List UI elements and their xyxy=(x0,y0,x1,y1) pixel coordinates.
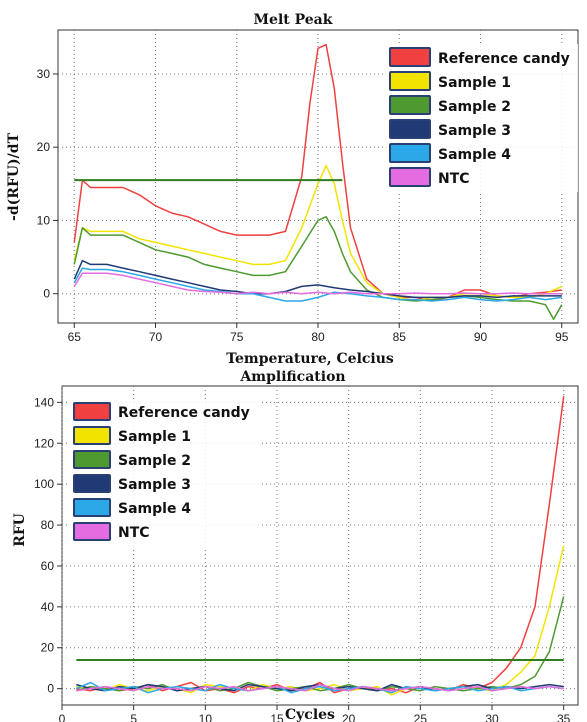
legend-item: Sample 3 xyxy=(389,119,511,139)
chart-title: Amplification xyxy=(239,369,345,385)
x-tick-label: 20 xyxy=(342,712,356,722)
legend-swatch xyxy=(73,474,111,493)
y-tick-label: 140 xyxy=(34,395,54,409)
x-tick-label: 0 xyxy=(59,712,66,722)
x-tick-label: 10 xyxy=(199,712,213,722)
legend-label: Sample 3 xyxy=(118,477,191,493)
y-tick-label: 40 xyxy=(41,600,55,614)
y-axis-label: RFU xyxy=(12,513,28,547)
legend-swatch xyxy=(73,426,111,445)
legend-item: Sample 1 xyxy=(389,71,511,91)
legend-item: Reference candy xyxy=(389,47,570,67)
y-tick-label: 10 xyxy=(37,213,51,227)
x-tick-label: 30 xyxy=(485,712,499,722)
series-line-sample-3 xyxy=(73,259,562,299)
legend-item: Sample 3 xyxy=(73,474,191,493)
legend-item: Sample 4 xyxy=(73,498,191,517)
series-line-sample-4 xyxy=(73,267,562,302)
series-line-sample-4 xyxy=(76,681,564,694)
chart-melt-peak: 65 70 75 80 85 90 95 0 10 20 30 Melt Peak Temperatur… xyxy=(6,12,579,367)
y-tick-label: 0 xyxy=(47,682,54,696)
legend-label: Sample 2 xyxy=(118,453,191,469)
y-tick-label: 80 xyxy=(41,518,55,532)
x-tick-label: 90 xyxy=(474,330,488,344)
legend-label: NTC xyxy=(438,171,470,187)
x-tick-label: 85 xyxy=(393,330,407,344)
legend-label: Reference candy xyxy=(118,405,250,421)
y-tick-label: 30 xyxy=(37,67,51,81)
legend-item: Sample 1 xyxy=(73,426,191,445)
legend-swatch xyxy=(73,450,111,469)
y-tick-label: 0 xyxy=(43,287,50,301)
series-line-sample-2 xyxy=(73,216,563,321)
x-tick-label: 75 xyxy=(230,330,244,344)
legend-swatch xyxy=(389,71,431,91)
legend-swatch xyxy=(389,143,431,163)
x-tick-label: 95 xyxy=(555,330,569,344)
x-tick-label: 25 xyxy=(414,712,428,722)
y-tick-label: 120 xyxy=(34,436,54,450)
legend-swatch xyxy=(389,167,431,187)
x-axis-label: Temperature, Celcius xyxy=(226,351,394,367)
series-lines xyxy=(76,396,565,696)
series-line-ntc xyxy=(76,683,564,692)
x-tick-label: 35 xyxy=(557,712,571,722)
legend-label: Sample 2 xyxy=(438,99,511,115)
y-tick-label: 20 xyxy=(37,140,51,154)
x-tick-label: 80 xyxy=(311,330,325,344)
legend: Reference candy Sample 1 Sample 2 Sample 3 S… xyxy=(70,399,262,547)
y-tick-label: 20 xyxy=(41,641,55,655)
series-lines xyxy=(73,43,563,321)
legend-item: NTC xyxy=(389,167,470,187)
legend-item: NTC xyxy=(73,522,150,541)
series-line-ntc xyxy=(73,272,562,295)
legend-label: Sample 1 xyxy=(438,75,511,91)
legend-swatch xyxy=(389,47,431,67)
x-tick-label: 15 xyxy=(270,712,284,722)
chart-title: Melt Peak xyxy=(254,12,333,28)
legend-label: Sample 3 xyxy=(438,123,511,139)
legend: Reference candy Sample 1 Sample 2 Sample 3 S… xyxy=(386,44,578,192)
legend-item: Sample 2 xyxy=(389,95,511,115)
chart-amplification: 0 5 10 15 20 25 30 35 0 20 40 60 80 100 120 140 Amplific… xyxy=(12,369,579,722)
y-axis-label: -d(RFU)/dT xyxy=(6,132,22,221)
legend-swatch xyxy=(389,95,431,115)
legend-swatch xyxy=(73,498,111,517)
legend-item: Reference candy xyxy=(73,402,250,421)
legend-swatch xyxy=(73,402,111,421)
legend-label: Sample 4 xyxy=(118,501,191,517)
legend-label: Sample 1 xyxy=(118,429,191,445)
legend-swatch xyxy=(389,119,431,139)
x-axis-label: Cycles xyxy=(285,707,335,722)
legend-label: Reference candy xyxy=(438,51,570,67)
x-tick-label: 65 xyxy=(68,330,82,344)
legend-swatch xyxy=(73,522,111,541)
series-line-reference-candy xyxy=(73,43,562,302)
legend-item: Sample 2 xyxy=(73,450,191,469)
x-tick-label: 70 xyxy=(149,330,163,344)
x-tick-label: 5 xyxy=(130,712,137,722)
y-tick-label: 100 xyxy=(34,477,54,491)
legend-item: Sample 4 xyxy=(389,143,511,163)
y-tick-label: 60 xyxy=(41,559,55,573)
legend-label: NTC xyxy=(118,525,150,541)
legend-label: Sample 4 xyxy=(438,147,511,163)
